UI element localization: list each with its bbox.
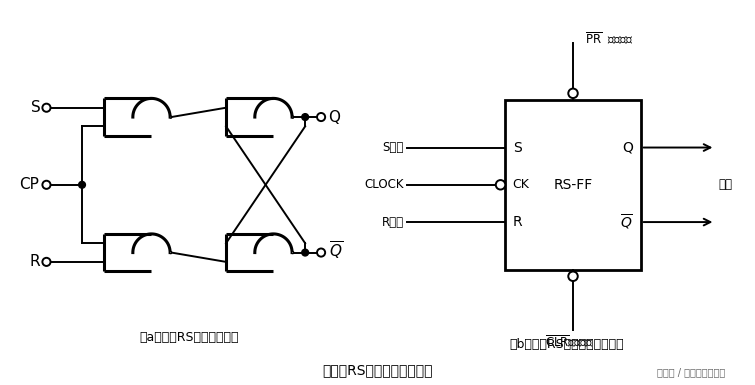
Circle shape (42, 104, 51, 112)
Text: （a）同步RS触发器的结构: （a）同步RS触发器的结构 (139, 331, 239, 344)
Text: CP: CP (19, 177, 39, 192)
Circle shape (79, 181, 85, 188)
Circle shape (569, 271, 578, 281)
Circle shape (170, 252, 171, 253)
Text: S: S (513, 141, 522, 154)
Bar (505, 100, 641, 270)
Text: CK: CK (513, 178, 529, 191)
Circle shape (42, 258, 51, 266)
Circle shape (496, 180, 505, 189)
Text: （b）同步RS触发器的电路符号: （b）同步RS触发器的电路符号 (509, 338, 624, 350)
Text: $\overline{Q}$: $\overline{Q}$ (328, 240, 343, 262)
Circle shape (317, 248, 325, 257)
Text: S输入: S输入 (382, 141, 404, 154)
Circle shape (292, 116, 293, 118)
Text: Q: Q (328, 110, 341, 124)
Text: 头条号 / 老马识途单片机: 头条号 / 老马识途单片机 (657, 367, 725, 377)
Text: R: R (513, 215, 522, 229)
Circle shape (170, 116, 171, 118)
Text: $\overline{\rm CLR}$清零信号: $\overline{\rm CLR}$清零信号 (545, 334, 594, 350)
Circle shape (569, 89, 578, 98)
Circle shape (292, 252, 293, 253)
Text: S: S (31, 100, 40, 115)
Text: $\overline{\rm PR}$  预置信号: $\overline{\rm PR}$ 预置信号 (585, 31, 633, 47)
Text: 输出: 输出 (719, 178, 732, 191)
Text: Q: Q (622, 141, 633, 154)
Text: R: R (29, 254, 40, 270)
Text: RS-FF: RS-FF (553, 178, 593, 192)
Text: CLOCK: CLOCK (364, 178, 404, 191)
Text: R输入: R输入 (381, 216, 404, 229)
Circle shape (302, 114, 309, 121)
Text: $\overline{Q}$: $\overline{Q}$ (621, 213, 633, 232)
Circle shape (42, 181, 51, 189)
Text: 同步式RS触发器的基本结构: 同步式RS触发器的基本结构 (322, 363, 433, 377)
Circle shape (302, 249, 309, 256)
Circle shape (317, 113, 325, 121)
